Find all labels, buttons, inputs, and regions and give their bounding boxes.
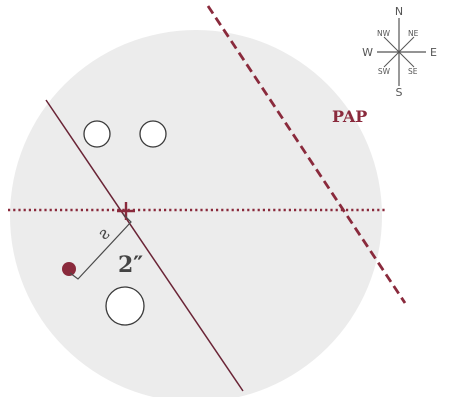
open-circle-upper-right (139, 120, 167, 148)
field-of-view-circle (10, 30, 382, 397)
diagonal-solid-line (45, 99, 244, 392)
pap-label: PAP (332, 107, 367, 126)
distance-label: 2″ (118, 252, 143, 278)
compass-ne-sw-axis (383, 36, 415, 68)
compass-se-label: SE (408, 67, 418, 76)
filled-target-dot (62, 262, 76, 276)
compass-w-label: W (362, 46, 373, 59)
compass-nw-label: NW (377, 29, 391, 38)
pap-dashed-line (206, 5, 407, 304)
open-circle-lower (105, 286, 145, 326)
compass-n-label: N (395, 5, 403, 18)
compass-rose: N S E W NW NE SW SE (362, 5, 437, 99)
compass-ne-label: NE (408, 29, 419, 38)
distance-bracket (69, 213, 132, 280)
open-circle-upper-left (83, 120, 111, 148)
compass-sw-label: SW (378, 67, 391, 76)
compass-s-label: S (396, 86, 403, 99)
compass-e-label: E (430, 46, 437, 59)
